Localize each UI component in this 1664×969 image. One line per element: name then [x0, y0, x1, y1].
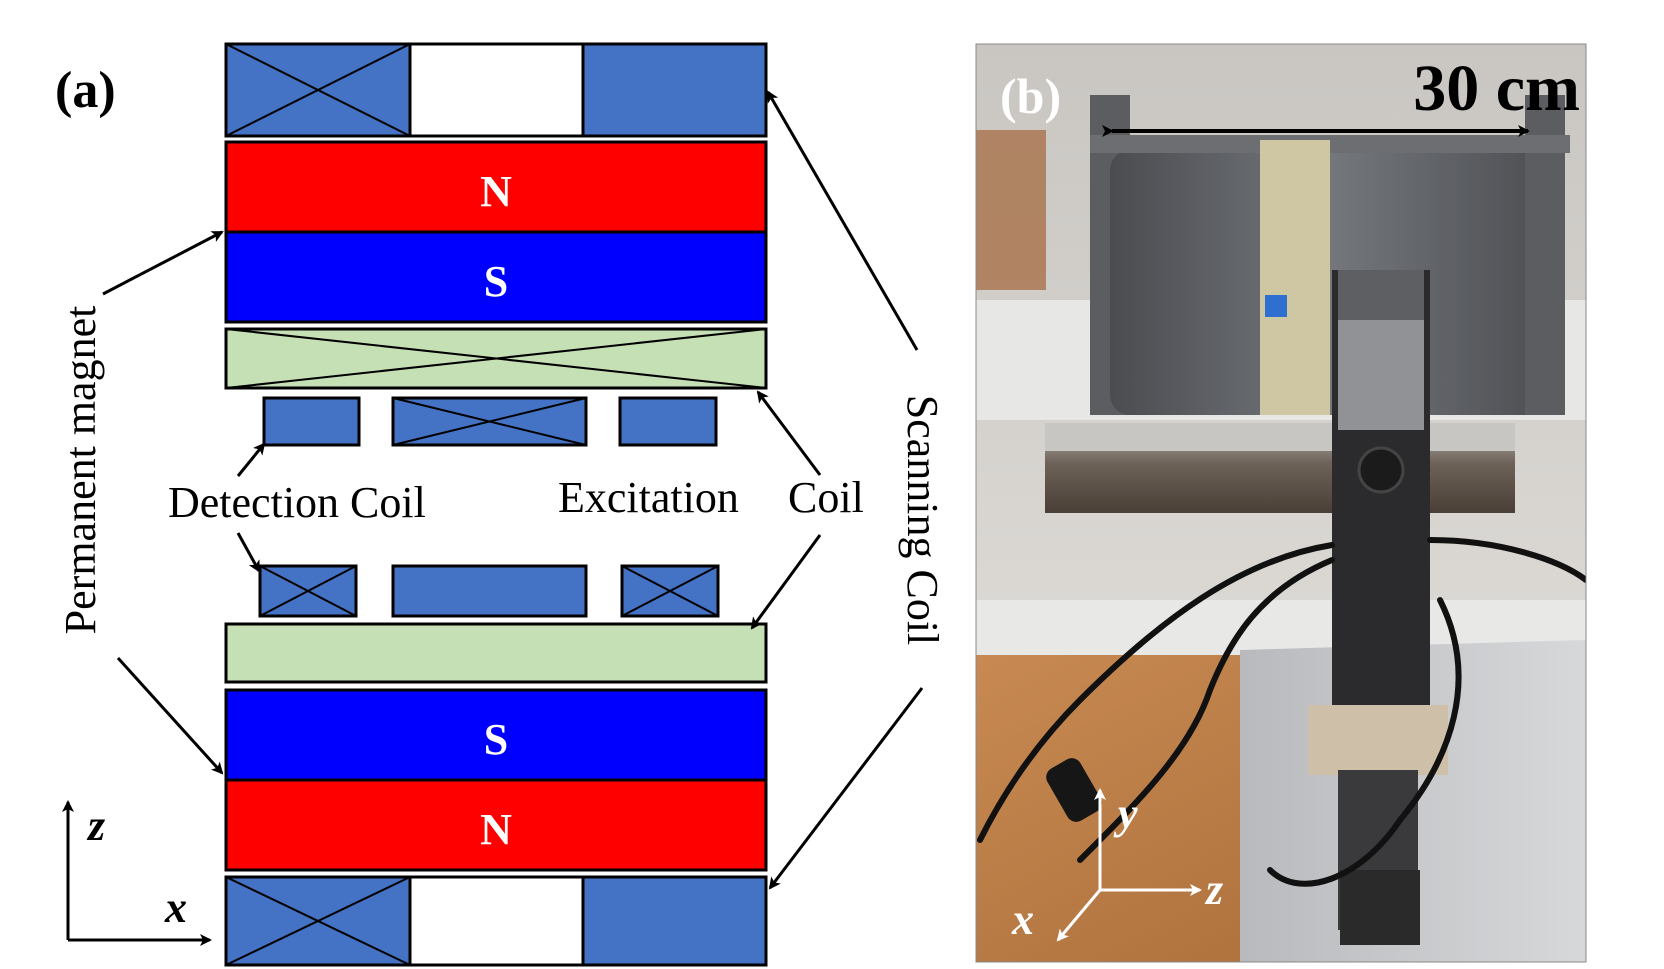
actuator-motor [1338, 320, 1424, 430]
cable [977, 542, 1335, 843]
x-axis-arrow [1056, 889, 1102, 942]
scanning-coil-label: Scanning Coil [898, 395, 947, 646]
magnet-south-label: S [484, 715, 508, 764]
panel-b-photo: (b) 30 cm y z x [975, 43, 1587, 963]
scanning-coil-bottom [224, 875, 768, 967]
detection-coil-right-block [618, 396, 718, 447]
y-axis-label: y [1113, 789, 1138, 838]
scanning-coil-top [224, 42, 768, 138]
arrow-excitation-coil-bottom [750, 534, 822, 630]
arrow-permanent-magnet-top [102, 230, 224, 296]
permanent-magnet-bottom: S N [224, 688, 768, 872]
permanent-magnet-label: Permanent magnet [56, 306, 105, 635]
rail-top-strip [1045, 423, 1515, 451]
arrow-excitation-coil-top [756, 390, 822, 476]
ferrite-bead [1046, 758, 1102, 822]
wooden-object [976, 130, 1046, 290]
axes-a [62, 800, 212, 946]
scanning-coil-top-right-block [581, 42, 768, 138]
magnet-south-label: S [484, 257, 508, 306]
scanning-coil-top-gap [408, 42, 585, 138]
vertical-actuator [1308, 270, 1448, 945]
coil-label: Coil [788, 473, 864, 522]
x-axis-label: x [164, 883, 187, 932]
cable [1077, 557, 1335, 863]
cross-mark [259, 565, 357, 617]
actuator-bottom-motor [1340, 870, 1420, 945]
magnet-north-label: N [480, 805, 512, 854]
photo-frame [975, 43, 1587, 963]
actuator-carriage [1308, 705, 1448, 775]
cross-mark [225, 876, 411, 966]
arrow-scanning-coil-top [766, 90, 919, 351]
magnet-north-pole [224, 140, 768, 234]
actuator-top-cap [1338, 270, 1424, 320]
detection-coil-top [262, 396, 718, 447]
cable [1267, 597, 1462, 887]
detection-coil-middle-block [391, 564, 588, 618]
excitation-coil-top [224, 327, 768, 390]
cables [977, 537, 1586, 887]
cross-mark [392, 397, 587, 446]
scanning-coil-assembly [1090, 95, 1570, 415]
detection-coil-label: Detection Coil [168, 478, 426, 527]
z-axis-label: z [86, 801, 105, 850]
arrow-detection-coil-bottom [236, 532, 261, 573]
detection-coil-bottom [258, 564, 720, 618]
actuator-knob [1357, 446, 1405, 494]
panel-a-schematic: (a) N S D [55, 42, 947, 967]
permanent-magnet-top: N S [224, 140, 768, 324]
magnet-south-pole [224, 230, 768, 324]
arrow-permanent-magnet-bottom [116, 656, 224, 775]
panel-b-label: (b) [1000, 68, 1061, 124]
drum-center-band [1260, 140, 1330, 415]
x-axis-label: x [1011, 895, 1034, 944]
cable [1427, 537, 1586, 583]
cross-mark [225, 328, 767, 389]
panel-a-label: (a) [55, 62, 116, 119]
magnet-north-label: N [480, 167, 512, 216]
excitation-label: Excitation [558, 473, 739, 522]
cross-mark [225, 43, 411, 137]
annotation-arrows [102, 90, 924, 890]
blue-connector [1265, 295, 1287, 317]
detection-coil-left-block [262, 396, 361, 447]
arrow-scanning-coil-bottom [768, 687, 924, 890]
magnet-north-pole [224, 778, 768, 872]
scanning-coil-bottom-right-block [581, 875, 768, 967]
z-axis-label: z [1204, 865, 1223, 914]
axes-b [1056, 788, 1202, 942]
arrow-detection-coil-top [236, 442, 266, 477]
scale-label: 30 cm [1413, 52, 1580, 125]
scanning-coil-bottom-gap [408, 875, 585, 967]
excitation-coil-bottom [224, 622, 768, 684]
cross-mark [621, 565, 719, 617]
